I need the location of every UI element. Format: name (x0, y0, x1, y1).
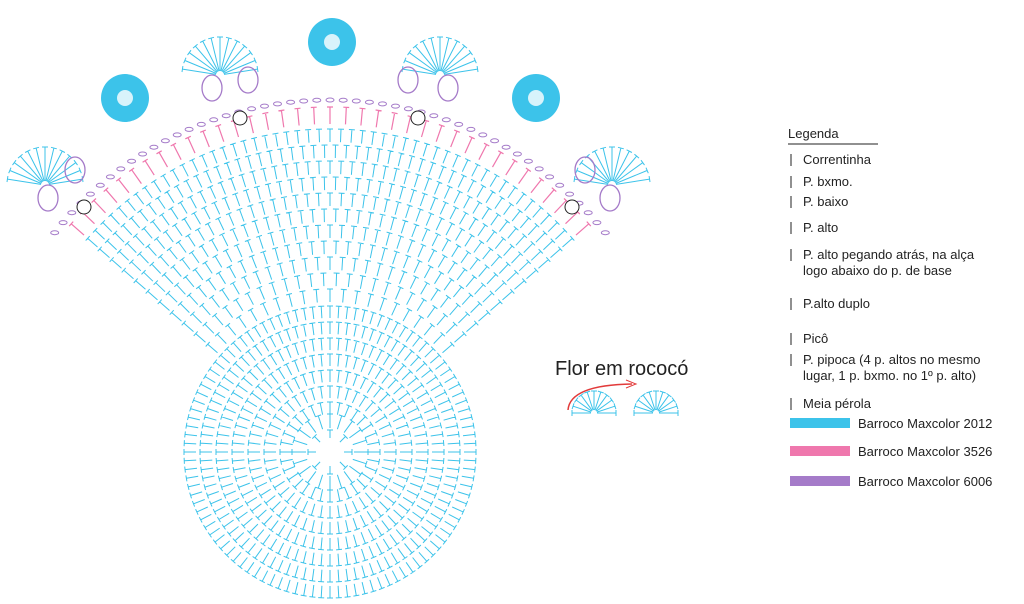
fan-row (205, 288, 455, 354)
color-swatch (790, 446, 850, 456)
bead-hole (117, 90, 133, 106)
mini-fan (633, 390, 679, 416)
popcorn (397, 66, 419, 94)
stitch-round (231, 353, 429, 551)
legend-label: lugar, 1 p. bxmo. no 1º p. alto) (803, 368, 976, 383)
mini-fan (571, 390, 617, 416)
legend-label: P. pipoca (4 p. altos no mesmo (803, 352, 981, 367)
half-pearl (232, 110, 248, 126)
fan-row (157, 224, 503, 311)
legend-label: P.alto duplo (803, 296, 870, 311)
stitch-round (215, 337, 445, 567)
color-label: Barroco Maxcolor 2012 (858, 416, 992, 431)
fan-row (121, 176, 539, 280)
color-swatch (790, 418, 850, 428)
fan-row (145, 208, 515, 301)
fan-row (85, 128, 575, 248)
color-label: Barroco Maxcolor 3526 (858, 444, 992, 459)
mini-fans (571, 390, 679, 416)
bead-hole (528, 90, 544, 106)
popcorn (599, 184, 621, 212)
stitch-round (183, 305, 477, 599)
popcorn (201, 74, 223, 102)
fan-row (169, 240, 491, 322)
popcorn (437, 74, 459, 102)
legend-label: Correntinha (803, 152, 872, 167)
legend-label: Meia pérola (803, 396, 872, 411)
fan-row (109, 160, 551, 269)
arrow (567, 383, 633, 411)
stitch-round (291, 413, 369, 491)
legend-title: Legenda (788, 126, 839, 141)
legend-label: P. alto (803, 220, 838, 235)
stitch-round (263, 385, 397, 519)
popcorn (574, 156, 596, 184)
scallop (401, 36, 479, 75)
color-label: Barroco Maxcolor 6006 (858, 474, 992, 489)
stitch-round (307, 429, 353, 475)
popcorn (37, 184, 59, 212)
scallop (181, 36, 259, 75)
scallop (6, 146, 84, 185)
legend-label: P. alto pegando atrás, na alça (803, 247, 975, 262)
arrow-head (625, 379, 638, 389)
pink-row (68, 106, 592, 236)
popcorn (237, 66, 259, 94)
half-pearl (410, 110, 426, 126)
stitch-chart (6, 18, 651, 599)
fan-row (181, 256, 479, 332)
half-pearl (76, 199, 92, 215)
fan-row (193, 272, 467, 343)
legend-label: logo abaixo do p. de base (803, 263, 952, 278)
legend-label: P. baixo (803, 194, 848, 209)
stitch-round (247, 369, 413, 535)
legend-label: P. bxmo. (803, 174, 853, 189)
legend-label: Picô (803, 331, 828, 346)
fan-row (97, 144, 563, 258)
color-swatch (790, 476, 850, 486)
popcorn (64, 156, 86, 184)
stitch-round (279, 401, 381, 503)
stitch-round (199, 321, 461, 583)
caption: Flor em rococó (555, 358, 688, 380)
chain-row (50, 97, 610, 236)
half-pearl (564, 199, 580, 215)
legend: Correntinha P. bxmo. P. baixo P. alto P. alt… (790, 152, 992, 489)
scallop (573, 146, 651, 185)
fan-row (133, 192, 527, 290)
bead-hole (324, 34, 340, 50)
